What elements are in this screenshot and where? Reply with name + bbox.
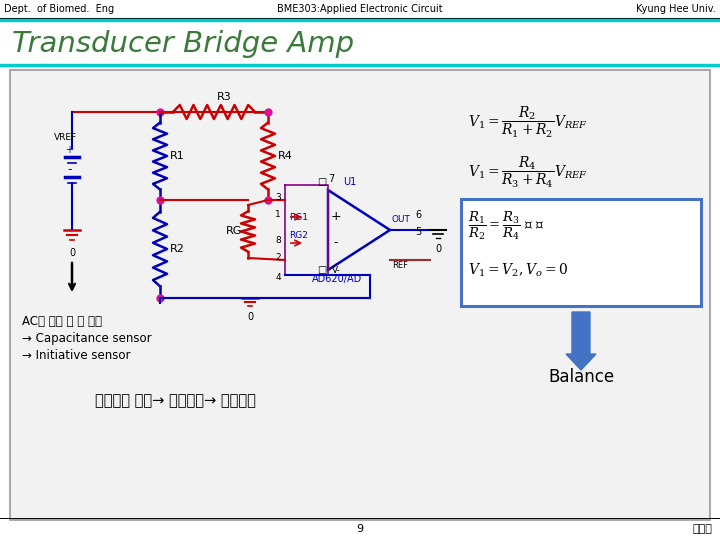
Text: +: + xyxy=(330,211,341,224)
Text: VREF: VREF xyxy=(54,133,77,143)
Text: OUT: OUT xyxy=(392,215,411,224)
Text: AC를 사용 할 수 있음: AC를 사용 할 수 있음 xyxy=(22,315,102,328)
Text: 7: 7 xyxy=(328,174,334,184)
Text: 0: 0 xyxy=(247,312,253,322)
Bar xyxy=(10,70,710,520)
Text: 2: 2 xyxy=(275,253,281,262)
Text: RG2: RG2 xyxy=(289,231,308,240)
Text: +: + xyxy=(65,145,73,155)
Text: R1: R1 xyxy=(170,151,185,161)
Text: □: □ xyxy=(318,265,327,275)
Text: 6: 6 xyxy=(415,210,421,220)
Text: $V_1 = V_2, V_o = 0$: $V_1 = V_2, V_o = 0$ xyxy=(468,262,568,279)
Text: RG1: RG1 xyxy=(289,213,308,222)
Text: $V_1 = \dfrac{R_2}{R_1 + R_2}V_{REF}$: $V_1 = \dfrac{R_2}{R_1 + R_2}V_{REF}$ xyxy=(468,105,588,140)
Text: $V_1 = \dfrac{R_4}{R_3 + R_4}V_{REF}$: $V_1 = \dfrac{R_4}{R_3 + R_4}V_{REF}$ xyxy=(468,155,588,190)
Text: $\dfrac{R_1}{R_2} = \dfrac{R_3}{R_4}$ 일 때: $\dfrac{R_1}{R_2} = \dfrac{R_3}{R_4}$ 일 … xyxy=(468,210,544,242)
Text: 1: 1 xyxy=(275,210,281,219)
Text: Transducer Bridge Amp: Transducer Bridge Amp xyxy=(12,30,354,58)
Text: REF: REF xyxy=(392,261,408,270)
Text: V-: V- xyxy=(332,266,341,275)
Text: R2: R2 xyxy=(170,244,185,254)
Text: 물리량의 변화→ 저항변화→ 전압변화: 물리량의 변화→ 저항변화→ 전압변화 xyxy=(95,393,256,408)
Text: BME303:Applied Electronic Circuit: BME303:Applied Electronic Circuit xyxy=(277,4,443,14)
FancyArrow shape xyxy=(566,312,596,370)
Text: 5: 5 xyxy=(415,227,421,237)
Text: 0: 0 xyxy=(69,248,75,258)
Text: → Initiative sensor: → Initiative sensor xyxy=(22,349,130,362)
Text: 0: 0 xyxy=(435,244,441,254)
Text: → Capacitance sensor: → Capacitance sensor xyxy=(22,332,152,345)
Text: U1: U1 xyxy=(343,177,356,187)
FancyBboxPatch shape xyxy=(461,199,701,306)
Text: -: - xyxy=(68,164,72,177)
Text: RG: RG xyxy=(226,226,243,237)
Text: □: □ xyxy=(318,177,327,187)
Text: 4: 4 xyxy=(275,273,281,282)
Text: 이규락: 이규락 xyxy=(692,524,712,534)
Text: 8: 8 xyxy=(275,236,281,245)
Text: 9: 9 xyxy=(356,524,364,534)
Text: R3: R3 xyxy=(217,92,231,102)
Text: Balance: Balance xyxy=(548,368,614,386)
Text: Dept.  of Biomed.  Eng: Dept. of Biomed. Eng xyxy=(4,4,114,14)
Text: R4: R4 xyxy=(278,151,293,161)
Text: Kyung Hee Univ.: Kyung Hee Univ. xyxy=(636,4,716,14)
Text: -: - xyxy=(334,237,338,249)
Text: 3: 3 xyxy=(275,193,281,202)
Text: AD620/AD: AD620/AD xyxy=(312,274,363,284)
